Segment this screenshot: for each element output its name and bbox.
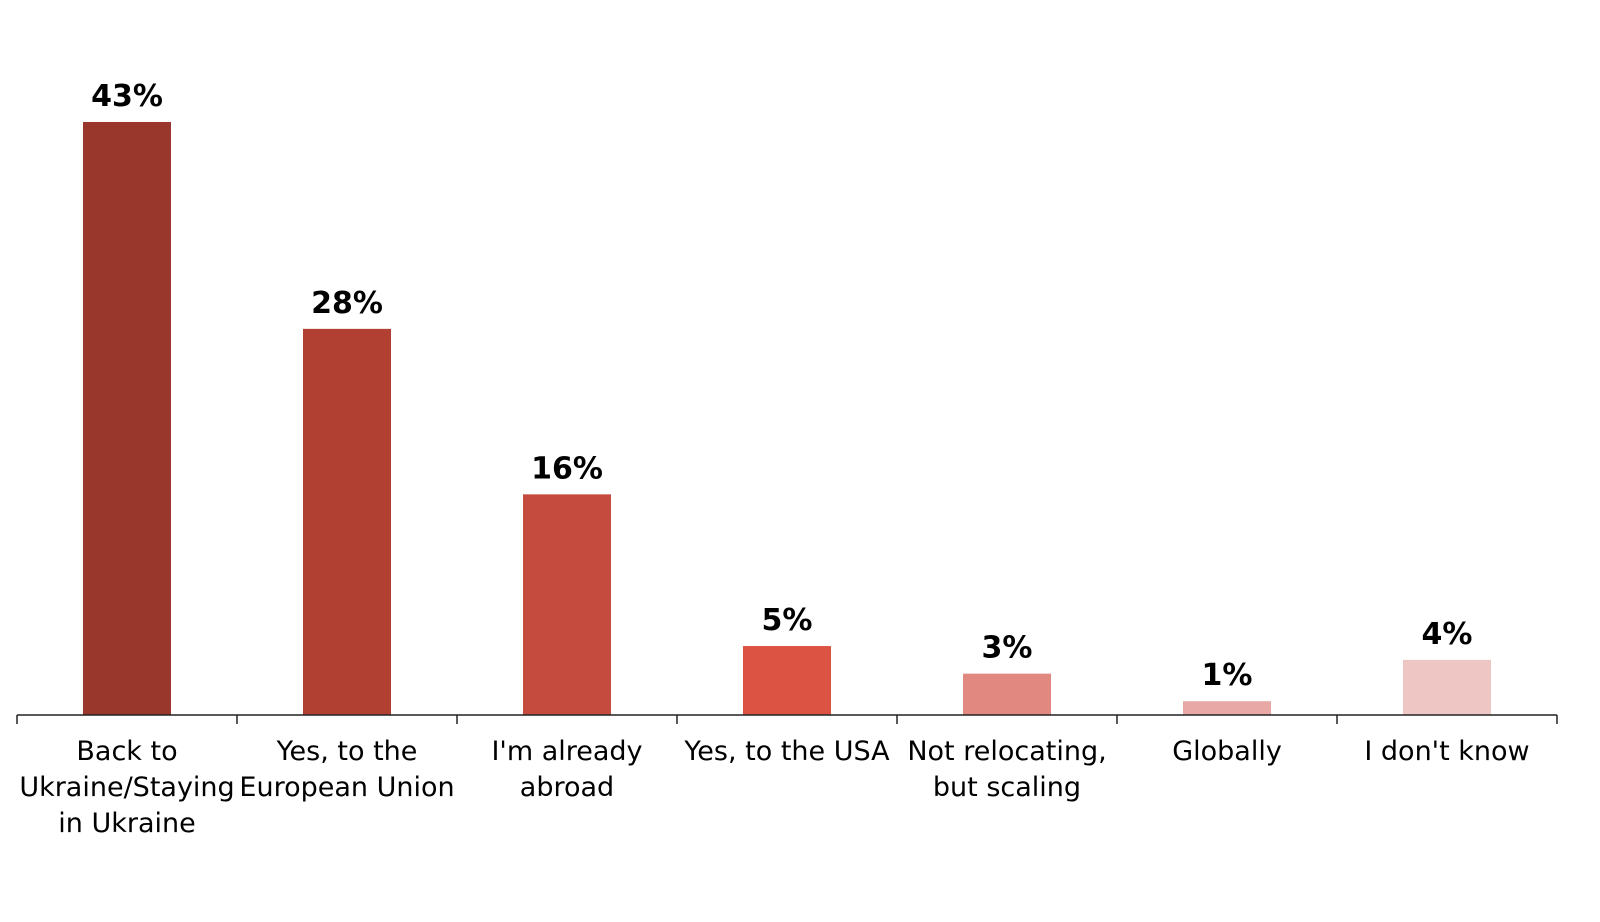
- x-axis-tick-label-line: in Ukraine: [58, 808, 195, 839]
- x-axis-tick-label-line: Yes, to the USA: [683, 736, 890, 767]
- bar-value-label: 43%: [91, 79, 163, 114]
- x-axis-ticks-group: [16, 715, 1558, 724]
- x-axis-tick-label: Not relocating, but scaling: [907, 736, 1106, 803]
- x-axis-tick-label-line: European Union: [239, 772, 454, 803]
- x-axis-tick-label-line: Globally: [1172, 736, 1282, 767]
- bar-value-label: 3%: [982, 631, 1033, 666]
- bar: [1183, 701, 1271, 715]
- bar-value-label: 4%: [1422, 617, 1473, 652]
- x-axis-tick-label: I'm already abroad: [491, 736, 642, 803]
- x-axis-tick-label-line: but scaling: [933, 772, 1081, 803]
- x-axis-tick-label-line: Ukraine/Staying: [19, 772, 234, 803]
- x-axis-tick-label: Yes, to the USA: [683, 736, 890, 767]
- bar-value-label: 1%: [1202, 658, 1253, 693]
- x-axis-tick-label-line: Yes, to the: [276, 736, 418, 767]
- bar-value-label: 5%: [762, 603, 813, 638]
- x-axis-tick-label: Yes, to the European Union: [239, 736, 454, 803]
- bar: [303, 328, 391, 715]
- bar: [523, 494, 611, 715]
- x-axis-tick-label-line: Not relocating,: [907, 736, 1106, 767]
- x-axis-tick-label-line: Back to: [76, 736, 177, 767]
- x-axis-tick-label-line: I don't know: [1364, 736, 1529, 767]
- x-axis-tick-label-line: abroad: [520, 772, 614, 803]
- bar: [963, 673, 1051, 715]
- bar: [83, 122, 171, 715]
- x-axis-tick-label: I don't know: [1364, 736, 1529, 767]
- value-labels-group: 43% 28% 16% 5% 3% 1% 4%: [91, 79, 1472, 693]
- x-axis-tick-label: Back to Ukraine/Staying in Ukraine: [19, 736, 234, 839]
- bar-value-label: 16%: [531, 451, 603, 486]
- x-axis-tick-label: Globally: [1172, 736, 1282, 767]
- x-axis-tick-label-line: I'm already: [491, 736, 642, 767]
- x-axis-labels-group: Back to Ukraine/Staying in Ukraine Yes, to …: [19, 736, 1529, 839]
- bar-value-label: 28%: [311, 286, 383, 321]
- bars-group: [83, 122, 1491, 715]
- bar: [1403, 659, 1491, 715]
- bar: [743, 646, 831, 715]
